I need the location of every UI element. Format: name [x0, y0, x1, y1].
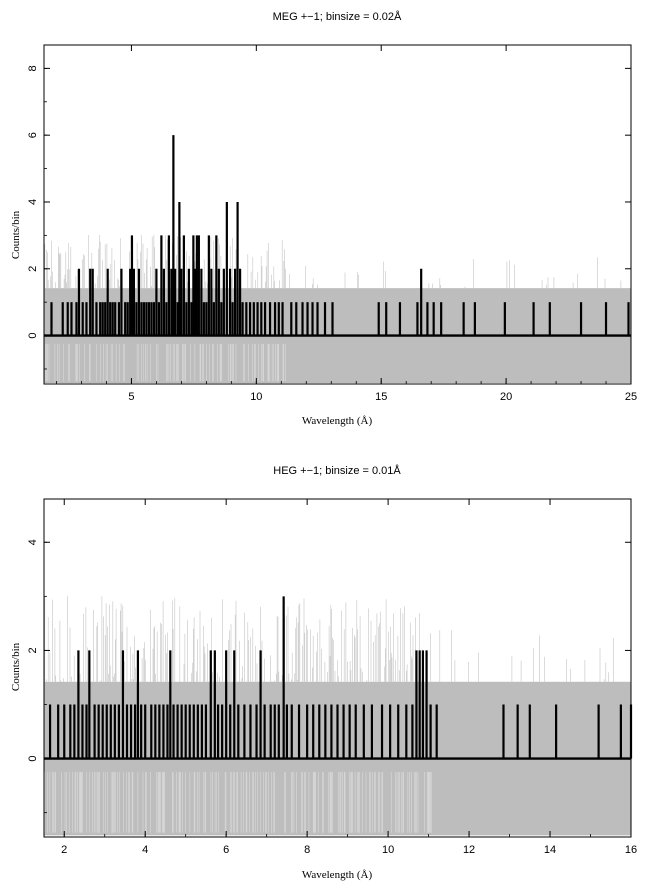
- heg-y-ticks: 0 2 4: [27, 539, 631, 814]
- meg-x-axis-label: Wavelength (Å): [302, 415, 373, 427]
- heg-noise-lines: [44, 595, 614, 682]
- heg-x-tick-label-6: 14: [544, 844, 556, 856]
- heg-x-tick-label-1: 4: [142, 844, 148, 856]
- meg-y-tick-label-4: 8: [27, 65, 39, 71]
- heg-y-tick-label-0: 0: [27, 756, 39, 762]
- meg-y-tick-label-2: 4: [27, 199, 39, 205]
- heg-spectrum-panel: HEG +−1; binsize = 0.01Å 2 4 6 8 10 12 14 16 0 2…: [10, 464, 637, 881]
- heg-chart-title: HEG +−1; binsize = 0.01Å: [273, 464, 401, 477]
- heg-x-tick-label-3: 8: [304, 844, 310, 856]
- heg-x-axis-label: Wavelength (Å): [302, 869, 373, 881]
- meg-y-tick-label-0: 0: [27, 333, 39, 339]
- heg-x-ticks: 2 4 6 8 10 12 14 16: [61, 499, 637, 856]
- heg-y-tick-label-1: 2: [27, 647, 39, 653]
- meg-y-ticks: 0 2 4 6 8: [27, 65, 631, 370]
- meg-histogram: [50, 135, 630, 336]
- heg-x-tick-label-7: 16: [625, 844, 637, 856]
- meg-y-axis-label: Counts/bin: [10, 210, 22, 259]
- meg-x-tick-label-1: 10: [250, 391, 262, 403]
- heg-y-tick-label-2: 4: [27, 539, 39, 545]
- meg-spectrum-panel: MEG +−1; binsize = 0.02Å 5 10 15 20 25 0 2 4 6 8…: [10, 10, 637, 427]
- heg-axes-frame: [43, 498, 632, 838]
- heg-histogram: [48, 596, 633, 759]
- meg-y-tick-label-1: 2: [27, 266, 39, 272]
- heg-x-tick-label-0: 2: [61, 844, 67, 856]
- meg-y-tick-label-3: 6: [27, 132, 39, 138]
- heg-x-tick-label-4: 10: [382, 844, 394, 856]
- heg-frame-rect: [43, 498, 632, 838]
- meg-x-tick-label-3: 20: [500, 391, 512, 403]
- meg-x-ticks: 5 10 15 20 25: [56, 45, 637, 403]
- meg-frame-rect: [43, 44, 632, 385]
- meg-x-tick-label-4: 25: [625, 391, 637, 403]
- heg-x-tick-label-2: 6: [223, 844, 229, 856]
- meg-band-texture: [45, 343, 286, 382]
- meg-x-tick-label-0: 5: [128, 391, 134, 403]
- heg-x-tick-label-5: 12: [463, 844, 475, 856]
- heg-band-texture: [44, 772, 432, 833]
- meg-chart-title: MEG +−1; binsize = 0.02Å: [273, 10, 402, 23]
- meg-axes-frame: [43, 44, 632, 385]
- heg-y-axis-label: Counts/bin: [10, 642, 22, 691]
- meg-x-tick-label-2: 15: [375, 391, 387, 403]
